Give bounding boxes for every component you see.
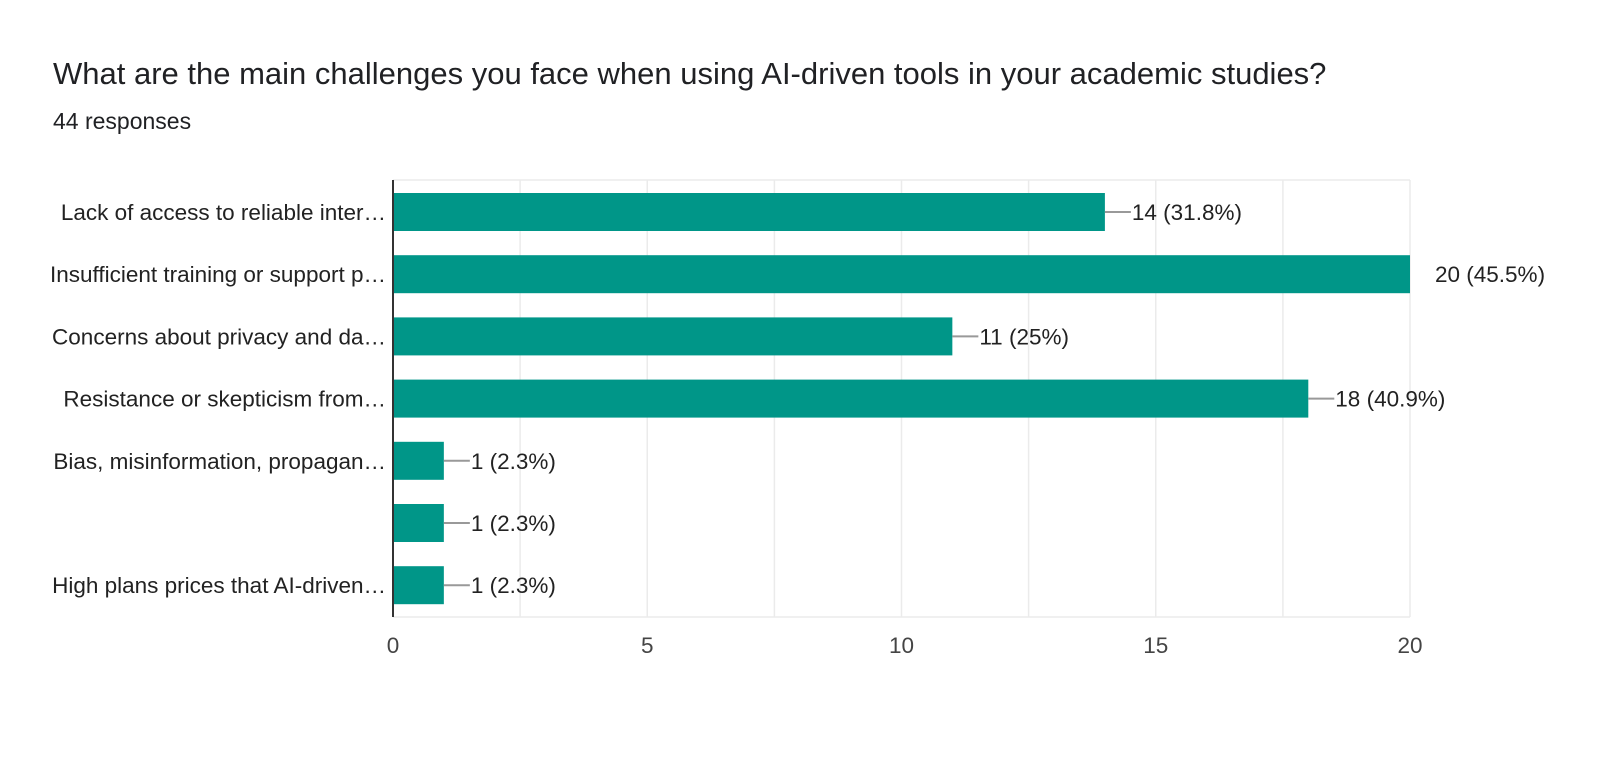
category-label: High plans prices that AI-driven… [52,573,386,598]
bars [393,193,1410,605]
bar [393,441,444,480]
value-label: 20 (45.5%) [1435,262,1545,287]
bar [393,504,444,542]
value-label: 14 (31.8%) [1132,200,1242,225]
response-count: 44 responses [53,108,192,134]
bar [393,255,1410,294]
category-label: Resistance or skepticism from… [63,387,386,412]
x-tick-label: 0 [387,633,400,658]
value-label: 18 (40.9%) [1335,387,1445,412]
value-label: 1 (2.3%) [471,449,556,474]
x-tick-label: 5 [641,633,654,658]
category-label: Lack of access to reliable inter… [61,200,386,225]
value-leaders [443,211,1335,587]
category-label: Bias, misinformation, propagan… [53,449,386,474]
value-label: 11 (25%) [979,324,1069,349]
labels: Lack of access to reliable inter… 14 (31.… [50,200,1545,658]
bar [393,193,1105,231]
category-label: Concerns about privacy and da… [52,324,386,349]
category-label: Insufficient training or support p… [50,262,386,287]
x-tick-label: 10 [889,633,914,658]
value-label: 1 (2.3%) [471,511,556,536]
bar [393,379,1309,418]
question-title: What are the main challenges you face wh… [53,56,1327,91]
bar [393,566,444,605]
x-tick-label: 15 [1143,633,1168,658]
bar [393,317,953,356]
x-tick-label: 20 [1397,633,1422,658]
value-label: 1 (2.3%) [471,573,556,598]
